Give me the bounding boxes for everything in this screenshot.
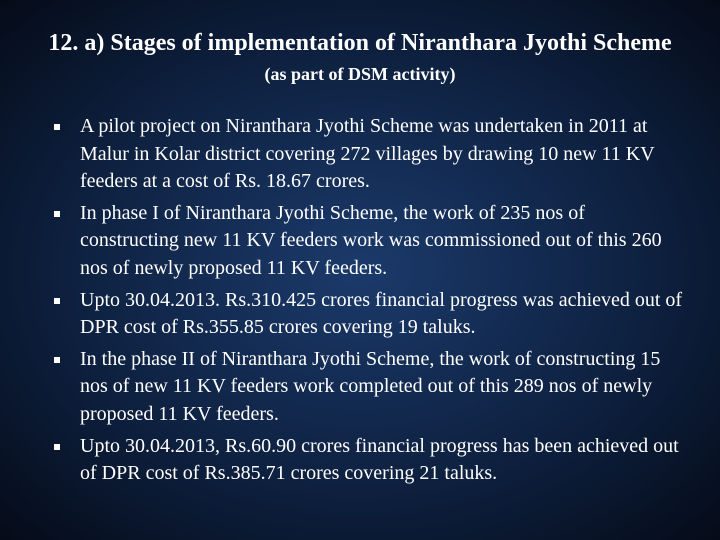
list-item: In the phase II of Niranthara Jyothi Sch…: [54, 346, 684, 429]
slide-subtitle: (as part of DSM activity): [36, 64, 684, 85]
bullet-list: A pilot project on Niranthara Jyothi Sch…: [36, 113, 684, 488]
list-item: In phase I of Niranthara Jyothi Scheme, …: [54, 200, 684, 283]
slide-title: 12. a) Stages of implementation of Niran…: [36, 28, 684, 58]
list-item: Upto 30.04.2013, Rs.60.90 crores financi…: [54, 433, 684, 488]
list-item: Upto 30.04.2013. Rs.310.425 crores finan…: [54, 287, 684, 342]
list-item: A pilot project on Niranthara Jyothi Sch…: [54, 113, 684, 196]
